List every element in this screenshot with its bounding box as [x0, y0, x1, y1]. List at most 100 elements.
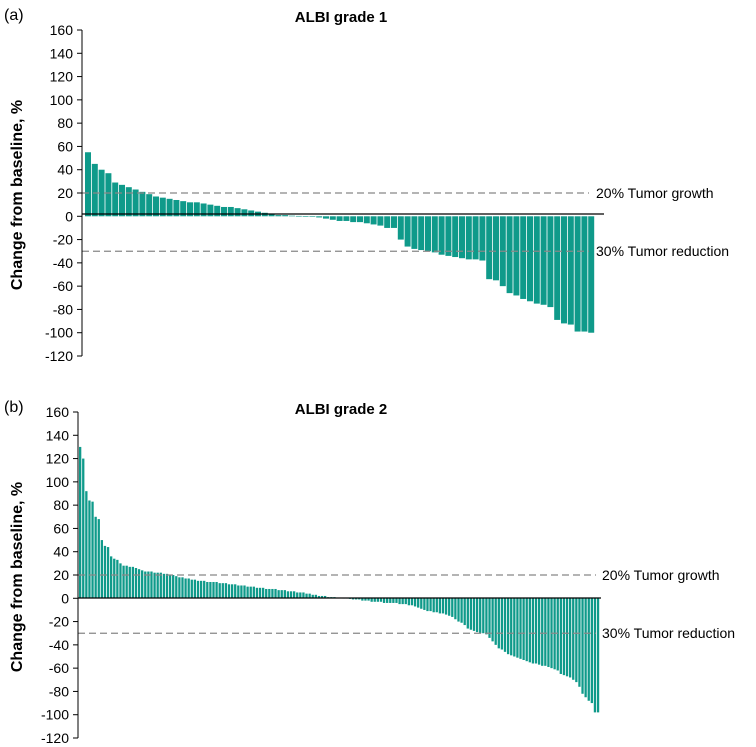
bar: [299, 592, 302, 599]
bar: [350, 216, 357, 223]
bar: [224, 583, 228, 599]
bar: [153, 572, 156, 599]
bar: [218, 583, 221, 599]
y-tick-label: -100: [41, 707, 69, 723]
bar: [503, 598, 507, 652]
bar: [172, 575, 175, 599]
bar: [361, 598, 364, 601]
bar: [85, 152, 91, 217]
bar: [389, 598, 392, 603]
reference-line-label: 20% Tumor growth: [602, 567, 720, 583]
bar: [175, 576, 178, 599]
y-axis-label-grade-1: Change from baseline, %: [9, 100, 26, 290]
bar: [444, 598, 448, 615]
bar: [527, 216, 533, 302]
panel-label-a: (a): [4, 7, 24, 24]
bar: [506, 598, 510, 655]
bar: [248, 210, 255, 217]
bar: [423, 598, 426, 610]
y-tick-label: -60: [53, 278, 73, 294]
bar: [187, 578, 190, 599]
bar: [588, 216, 595, 333]
bar: [513, 598, 516, 657]
y-tick-label: -80: [53, 301, 73, 317]
bar: [282, 215, 289, 217]
bar: [357, 216, 363, 223]
bar: [413, 598, 417, 607]
bar: [159, 572, 162, 599]
bar: [302, 216, 309, 217]
bar: [320, 595, 324, 599]
bar: [590, 598, 593, 704]
bar: [261, 587, 265, 599]
bar: [397, 216, 404, 240]
bar: [452, 216, 459, 258]
bar: [141, 570, 144, 599]
bar: [384, 216, 391, 228]
bar: [206, 581, 209, 599]
bar: [110, 556, 113, 599]
reference-lines-grade-1: 20% Tumor growth 30% Tumor reduction: [82, 185, 729, 259]
bar: [159, 197, 166, 217]
bar: [386, 598, 389, 603]
bar: [460, 598, 463, 623]
bar: [309, 216, 316, 217]
bar: [181, 577, 184, 599]
chart-title-grade-2: ALBI grade 2: [295, 401, 388, 418]
bar: [486, 216, 493, 280]
bar: [466, 598, 469, 629]
bar: [97, 519, 100, 599]
bars-grade-2: [79, 446, 600, 713]
bar: [289, 215, 295, 217]
bar: [221, 206, 227, 217]
bar: [398, 598, 401, 605]
bar: [314, 594, 317, 599]
bar: [469, 598, 473, 630]
reference-line-label: 20% Tumor growth: [596, 185, 714, 201]
bar: [438, 216, 445, 255]
bar: [459, 216, 465, 259]
bar: [168, 575, 172, 599]
bar: [125, 565, 128, 599]
bar: [395, 598, 398, 603]
y-tick-label: 80: [53, 497, 69, 513]
bar: [187, 202, 193, 217]
bar: [351, 598, 355, 600]
bar: [79, 446, 82, 599]
bar: [156, 572, 159, 599]
bar: [578, 598, 581, 687]
reference-lines-grade-2: 20% Tumor growth 30% Tumor reduction: [78, 567, 735, 641]
bar: [391, 216, 397, 228]
bar: [128, 566, 131, 599]
bar: [144, 571, 147, 599]
bar: [317, 595, 321, 599]
bar: [506, 216, 513, 294]
bar: [230, 584, 234, 599]
bar: [137, 569, 141, 599]
bar: [221, 583, 224, 599]
bar: [241, 209, 248, 217]
bar: [407, 598, 411, 606]
y-tick-label: -120: [45, 348, 73, 364]
bar: [554, 216, 561, 320]
bar: [193, 579, 197, 599]
y-tick-label: -20: [49, 614, 69, 630]
bar: [134, 568, 138, 599]
bar: [587, 598, 590, 701]
bar: [392, 598, 395, 603]
bar: [516, 598, 519, 658]
bar: [227, 584, 231, 599]
bar: [376, 598, 380, 602]
bar: [199, 580, 203, 599]
bar: [88, 500, 91, 599]
bar: [561, 216, 567, 324]
bar: [116, 559, 119, 599]
bar: [531, 598, 535, 664]
bar: [286, 591, 290, 599]
bar: [240, 585, 243, 599]
bar: [343, 216, 350, 221]
bar: [355, 598, 358, 600]
bar: [364, 598, 367, 601]
bar: [200, 203, 207, 217]
